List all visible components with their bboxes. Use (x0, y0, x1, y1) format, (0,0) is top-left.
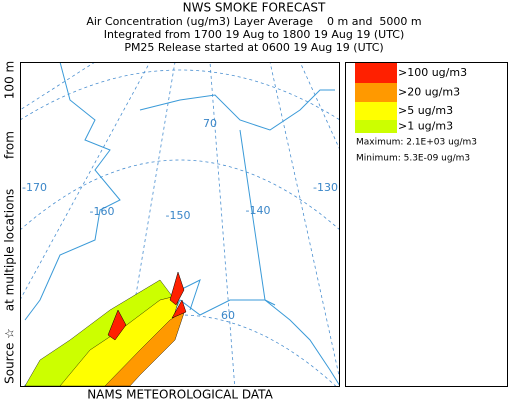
legend-label: >100 ug/m3 (398, 66, 467, 79)
longitude-label: -140 (246, 204, 271, 217)
side-label: at multiple locations (3, 189, 17, 312)
subtitle: PM25 Release started at 0600 19 Aug 19 (… (124, 41, 383, 54)
legend-label: >20 ug/m3 (398, 86, 460, 99)
legend-label: >5 ug/m3 (398, 104, 453, 117)
legend-swatch (355, 63, 397, 83)
coastline (24, 62, 339, 386)
longitude-label: -170 (22, 181, 47, 194)
side-label: Source ☆ (3, 328, 17, 384)
map-border (20, 62, 340, 387)
longitude-line (299, 62, 339, 149)
side-label: 100 m (3, 61, 17, 99)
subtitle: Air Concentration (ug/m3) Layer Average … (86, 15, 421, 28)
smoke-area (104, 309, 186, 386)
legend-box (345, 62, 508, 387)
map-frame: -170 -160 -150 -140 -130 70 60 (20, 62, 340, 387)
longitude-label: -130 (313, 181, 338, 194)
smoke-area (107, 271, 187, 341)
longitude-line (209, 62, 236, 386)
footer: NAMS METEOROLOGICAL DATA (87, 388, 273, 401)
minimum: Minimum: 5.3E-09 ug/m3 (356, 154, 470, 164)
legend-label: >1 ug/m3 (398, 120, 453, 133)
latitude-line (21, 69, 339, 120)
legend-swatch (355, 83, 397, 102)
title: NWS SMOKE FORECAST (183, 1, 326, 15)
coastline (139, 89, 335, 306)
longitude-label: -150 (166, 209, 191, 222)
legend-swatch (355, 102, 397, 120)
latitude-label: 60 (221, 309, 235, 322)
longitude-line (21, 62, 96, 110)
side-label: from (3, 131, 17, 159)
longitude-label: -160 (90, 205, 115, 218)
subtitle: Integrated from 1700 19 Aug to 1800 19 A… (104, 28, 405, 41)
legend: >100 ug/m3 >20 ug/m3 >5 ug/m3 >1 ug/m3 (355, 63, 467, 133)
legend-swatch (355, 120, 397, 133)
latitude-label: 70 (203, 117, 217, 130)
maximum: Maximum: 2.1E+03 ug/m3 (356, 138, 477, 148)
longitude-line (269, 62, 339, 378)
